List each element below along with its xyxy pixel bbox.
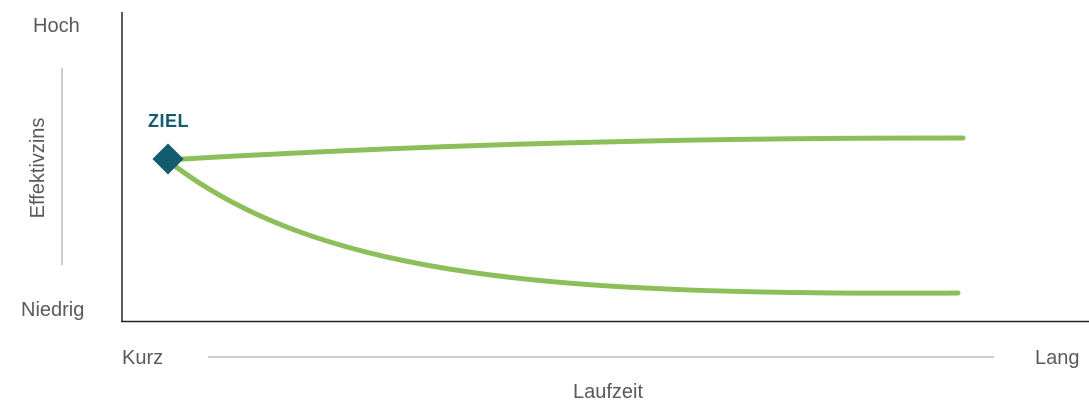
lower-curve [164, 157, 961, 296]
x-axis-short-label: Kurz [122, 347, 164, 369]
target-diamond-marker [152, 143, 184, 175]
y-axis-title: Effektivzins [27, 117, 49, 219]
y-axis-low-label: Niedrig [21, 299, 85, 321]
upper-curve [164, 135, 966, 163]
target-label: ZIEL [148, 111, 189, 131]
y-axis-high-label: Hoch [33, 15, 80, 37]
x-axis-long-label: Lang [1035, 347, 1080, 369]
x-axis-title: Laufzeit [573, 381, 644, 403]
